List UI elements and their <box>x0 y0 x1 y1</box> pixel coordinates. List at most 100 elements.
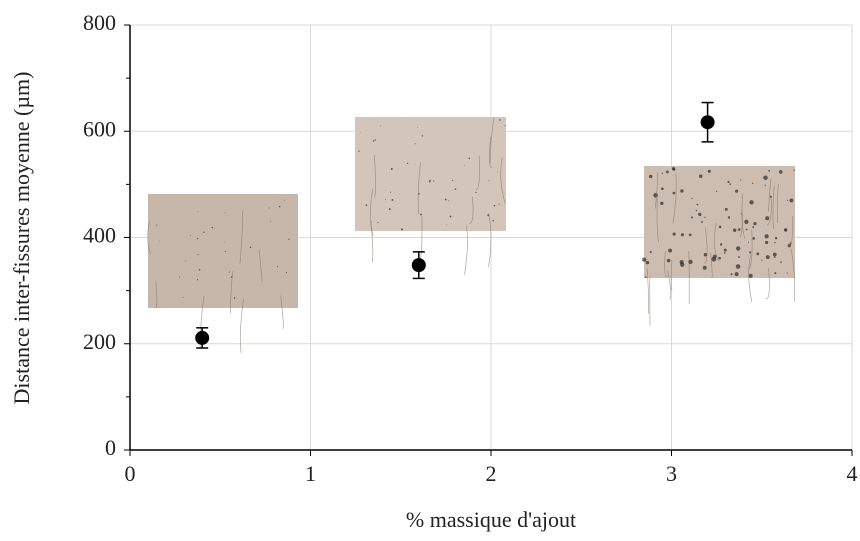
speck <box>765 255 770 260</box>
speck <box>417 127 418 128</box>
crack <box>646 268 650 314</box>
speck <box>730 273 733 276</box>
speck <box>718 256 721 260</box>
speck <box>672 191 676 195</box>
speck <box>498 119 501 121</box>
crack <box>789 216 794 247</box>
x-tick-label: 1 <box>305 461 316 486</box>
speck <box>688 233 692 237</box>
speck <box>497 171 499 173</box>
speck <box>224 212 226 214</box>
speck <box>233 297 236 299</box>
speck <box>475 191 477 194</box>
crack <box>766 196 772 226</box>
data-point <box>195 330 210 345</box>
micrograph <box>644 166 795 278</box>
speck <box>224 250 227 253</box>
speck <box>769 195 772 198</box>
speck <box>703 252 708 257</box>
speck <box>778 170 783 174</box>
speck <box>179 276 181 278</box>
speck <box>761 259 763 261</box>
speck <box>764 234 769 239</box>
speck <box>391 199 394 201</box>
crack <box>155 281 158 309</box>
speck <box>764 184 766 186</box>
speck <box>744 219 749 224</box>
speck <box>723 248 727 252</box>
speck <box>752 226 755 229</box>
speck <box>433 180 435 182</box>
y-axis-title: Distance inter-fissures moyenne (µm) <box>9 72 34 405</box>
speck <box>774 241 776 244</box>
micrograph-insets <box>147 117 796 354</box>
speck <box>268 207 270 209</box>
crack <box>475 155 480 191</box>
speck <box>446 224 447 226</box>
crack <box>776 183 779 223</box>
crack <box>500 157 506 205</box>
crack <box>772 186 775 229</box>
speck <box>738 256 740 258</box>
speck <box>716 190 718 192</box>
speck <box>698 212 702 217</box>
crack <box>489 136 493 168</box>
speck <box>707 169 711 173</box>
speck <box>736 246 741 251</box>
speck <box>374 139 376 141</box>
speck <box>774 272 777 275</box>
speck <box>421 135 424 137</box>
crack <box>667 270 672 301</box>
speck <box>727 180 730 183</box>
crack <box>710 252 713 279</box>
speck <box>380 125 382 127</box>
crack <box>790 248 796 302</box>
speck <box>734 272 739 277</box>
micrograph <box>148 194 298 308</box>
speck <box>224 241 225 243</box>
speck <box>182 296 184 298</box>
speck <box>642 257 647 262</box>
speck <box>718 225 722 229</box>
speck <box>388 208 391 211</box>
speck <box>371 221 372 223</box>
speck <box>649 174 653 179</box>
speck <box>384 190 386 191</box>
speck <box>414 143 416 145</box>
speck <box>661 172 664 175</box>
crack <box>488 213 492 268</box>
y-tick-label: 200 <box>83 329 116 354</box>
speck <box>196 237 199 240</box>
speck <box>645 260 650 265</box>
crack <box>239 299 244 354</box>
speck <box>197 254 199 256</box>
crack <box>704 227 708 264</box>
speck <box>203 231 205 233</box>
crack <box>469 197 474 224</box>
speck <box>780 261 782 263</box>
speck <box>753 221 757 226</box>
x-axis-title: % massique d'ajout <box>406 507 576 532</box>
x-tick-label: 3 <box>666 461 677 486</box>
speck <box>735 264 741 269</box>
speck <box>649 250 652 254</box>
speck <box>756 252 760 256</box>
crack <box>370 188 374 237</box>
speck <box>197 211 199 212</box>
speck <box>288 238 290 240</box>
speck <box>358 150 360 152</box>
y-tick-label: 600 <box>83 116 116 141</box>
speck <box>735 189 739 193</box>
speck <box>701 221 703 223</box>
speck <box>661 187 664 191</box>
crack <box>713 222 720 262</box>
speck <box>159 307 160 308</box>
data-point <box>411 258 426 273</box>
crack <box>764 268 770 300</box>
speck <box>504 125 506 127</box>
speck <box>185 260 187 262</box>
speck <box>774 236 778 240</box>
speck <box>749 200 754 205</box>
speck <box>498 203 500 205</box>
